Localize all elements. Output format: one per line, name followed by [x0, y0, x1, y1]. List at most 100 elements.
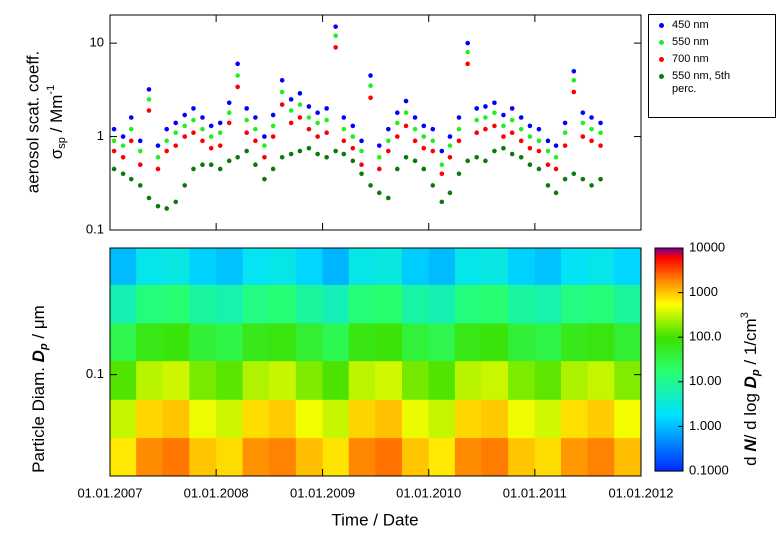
point — [571, 89, 577, 95]
colorbar-swatch — [655, 402, 683, 405]
point — [465, 40, 470, 46]
point — [324, 106, 329, 111]
point — [553, 166, 559, 172]
heatmap-cell — [322, 248, 350, 285]
point — [191, 166, 196, 172]
point — [421, 145, 427, 151]
point — [324, 130, 329, 135]
colorbar-swatch — [655, 314, 683, 318]
point — [385, 148, 391, 154]
point — [341, 138, 347, 144]
heatmap-cell — [348, 360, 376, 400]
heatmap-cell — [189, 284, 217, 324]
colorbar-swatch — [655, 448, 683, 452]
heatmap-cell — [481, 399, 509, 439]
point — [350, 123, 356, 129]
heatmap-cell — [561, 360, 588, 400]
colorbar-swatch — [655, 270, 683, 273]
heatmap-cell — [508, 437, 536, 477]
colorbar-swatch — [655, 407, 683, 411]
heatmap-cell — [242, 322, 270, 362]
point — [465, 61, 470, 67]
legend-label: 550 nm — [672, 36, 709, 48]
point — [368, 73, 373, 78]
colorbar-swatch — [655, 313, 683, 316]
heatmap-cell — [614, 399, 642, 439]
point — [137, 183, 143, 188]
y-axis-title: aerosol scat. coeff. — [23, 51, 42, 193]
colorbar-tick-label: 1000 — [689, 284, 718, 299]
point — [288, 120, 294, 126]
point — [164, 148, 170, 154]
point — [447, 134, 453, 139]
point — [164, 206, 170, 211]
point — [403, 98, 409, 104]
y-axis-title-part: Particle Diam. — [29, 362, 48, 473]
point — [474, 154, 479, 160]
colorbar-swatch — [655, 428, 683, 431]
heatmap-cell — [534, 322, 562, 362]
point — [155, 203, 161, 209]
point — [270, 134, 276, 139]
point — [306, 145, 312, 151]
point — [164, 138, 170, 144]
heatmap-cell — [481, 322, 509, 362]
point — [376, 166, 382, 172]
heatmap-cell — [481, 360, 509, 400]
point — [376, 190, 382, 196]
point — [553, 154, 559, 160]
colorbar-swatch — [655, 311, 683, 314]
point — [111, 166, 117, 172]
point — [235, 73, 240, 78]
colorbar-swatch — [655, 261, 683, 264]
colorbar-swatch — [655, 275, 683, 279]
point — [553, 143, 559, 148]
point — [200, 162, 205, 167]
point — [545, 183, 551, 188]
point — [155, 143, 161, 148]
point — [262, 176, 267, 182]
colorbar-swatch — [655, 262, 683, 266]
colorbar-swatch — [655, 443, 683, 446]
heatmap-cell — [561, 399, 588, 439]
point — [430, 183, 436, 188]
colorbar-title-part: p — [750, 369, 762, 377]
point — [128, 138, 134, 144]
point — [253, 138, 258, 144]
colorbar-swatch — [655, 274, 683, 277]
colorbar-swatch — [655, 376, 683, 379]
point — [155, 166, 161, 172]
heatmap-cell — [401, 360, 430, 400]
point — [111, 148, 117, 154]
y-tick-label: 0.1 — [86, 366, 104, 381]
heatmap-cell — [136, 399, 164, 439]
colorbar-swatch — [655, 287, 683, 290]
point — [403, 154, 409, 160]
point — [465, 158, 470, 164]
heatmap-cell — [428, 248, 456, 285]
point — [137, 162, 143, 167]
point — [315, 134, 320, 139]
point — [518, 154, 524, 160]
point — [262, 154, 267, 160]
point — [474, 106, 479, 111]
colorbar-swatch — [655, 467, 683, 470]
point — [244, 130, 249, 135]
colorbar-swatch — [655, 268, 683, 271]
point — [128, 176, 134, 182]
heatmap-cell — [375, 399, 403, 439]
colorbar-swatch — [655, 251, 683, 255]
colorbar-swatch — [655, 446, 683, 450]
legend-marker — [659, 57, 664, 62]
point — [226, 100, 232, 106]
point — [279, 78, 285, 83]
point — [483, 126, 488, 132]
point — [359, 148, 364, 154]
colorbar-title-part: d — [741, 452, 760, 466]
point — [173, 120, 179, 126]
heatmap-cell — [189, 399, 217, 439]
colorbar-swatch — [655, 426, 683, 429]
point — [474, 130, 479, 135]
point — [226, 110, 232, 116]
colorbar-title-part: N — [741, 439, 760, 452]
